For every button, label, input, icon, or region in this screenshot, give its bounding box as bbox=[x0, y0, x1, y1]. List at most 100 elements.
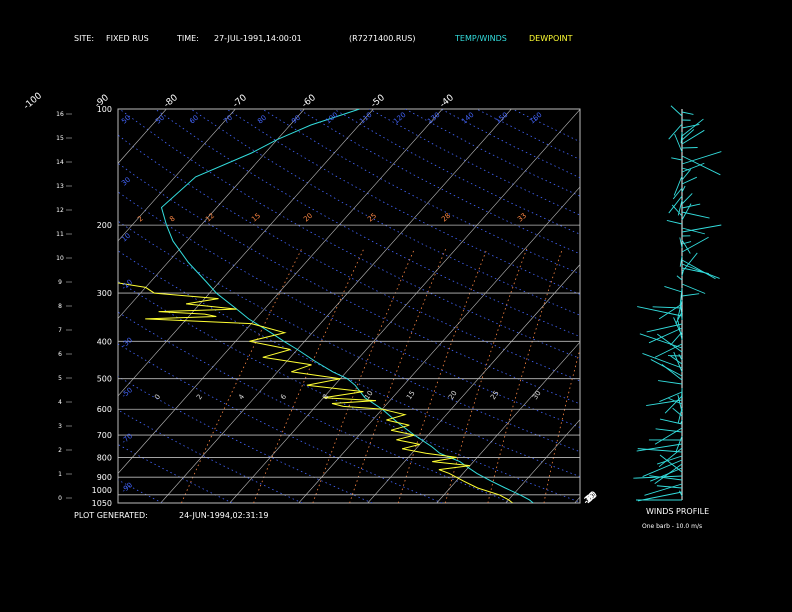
dry-adiabat-line bbox=[512, 109, 580, 143]
dry-adiabat-label: 80 bbox=[256, 114, 268, 126]
isotherm-line bbox=[118, 109, 443, 474]
dry-adiabat-label: 140 bbox=[460, 111, 475, 126]
isotherm-line bbox=[0, 109, 97, 503]
wind-barb bbox=[656, 485, 683, 489]
wind-barb bbox=[681, 293, 700, 297]
wind-barb bbox=[672, 187, 683, 200]
wind-profile-panel bbox=[633, 105, 722, 502]
isotherm-line bbox=[436, 341, 580, 503]
wind-barb bbox=[681, 259, 716, 280]
wind-barb bbox=[649, 475, 683, 481]
wind-barb bbox=[670, 331, 683, 346]
wind-barb bbox=[681, 267, 709, 275]
isotherm-label-top: -50 bbox=[369, 93, 387, 110]
wind-barb bbox=[681, 162, 705, 173]
wind-barb bbox=[681, 224, 722, 233]
wind-barb bbox=[681, 270, 684, 277]
plot-generated-label: PLOT GENERATED: bbox=[74, 511, 148, 520]
wind-barb bbox=[659, 418, 683, 425]
wind-barb bbox=[674, 133, 683, 153]
mixing-ratio-line bbox=[397, 248, 488, 503]
legend-temp-winds: TEMP/WINDS bbox=[455, 34, 507, 43]
wind-barb bbox=[637, 306, 683, 317]
moist-adiabat-label: 4 bbox=[237, 392, 246, 401]
height-tick-label: 7 bbox=[58, 327, 62, 334]
pressure-tick-label: 600 bbox=[97, 405, 112, 414]
legend-dewpoint: DEWPOINT bbox=[529, 34, 573, 43]
dry-adiabat-line bbox=[118, 191, 580, 428]
dry-adiabat-line bbox=[118, 443, 233, 503]
height-tick-label: 13 bbox=[56, 183, 64, 190]
wind-barb bbox=[668, 123, 683, 140]
wind-barb bbox=[664, 285, 683, 293]
wind-barb bbox=[681, 185, 686, 193]
dry-adiabat-label: 100 bbox=[324, 111, 339, 126]
wind-barb bbox=[679, 237, 683, 249]
isobar-lines bbox=[118, 224, 580, 496]
dry-adiabat-line bbox=[154, 109, 580, 338]
wind-barb bbox=[681, 193, 693, 205]
dry-adiabat-label-left: -90 bbox=[120, 481, 134, 494]
wind-barb bbox=[681, 151, 722, 165]
pressure-tick-label: 1050 bbox=[92, 499, 112, 508]
dry-adiabat-line bbox=[119, 109, 580, 359]
wind-barb bbox=[681, 203, 701, 209]
dry-adiabat-line bbox=[118, 479, 163, 503]
mixing-ratio-line bbox=[444, 248, 528, 503]
dry-adiabat-label-left: -30 bbox=[120, 336, 134, 349]
mixing-ratio-line bbox=[253, 248, 365, 503]
dry-adiabat-line bbox=[0, 109, 92, 503]
height-tick-label: 14 bbox=[56, 159, 64, 166]
isotherm-line bbox=[0, 109, 28, 503]
wind-barb bbox=[681, 111, 694, 115]
dry-adiabat-line bbox=[118, 250, 580, 478]
dry-adiabat-line bbox=[369, 109, 580, 216]
wind-barb bbox=[679, 490, 683, 497]
wind-barb bbox=[673, 351, 683, 373]
wind-barb bbox=[681, 211, 710, 219]
isotherm-lines bbox=[0, 109, 580, 503]
dry-adiabat-label: 110 bbox=[358, 111, 373, 126]
height-tick-label: 0 bbox=[58, 495, 62, 502]
mixing-ratio-line bbox=[181, 248, 303, 503]
wind-barb bbox=[680, 131, 683, 144]
wind-barb bbox=[659, 454, 683, 473]
wind-barb bbox=[681, 129, 695, 141]
wind-barb bbox=[681, 129, 705, 145]
dry-adiabat-label-left: -10 bbox=[120, 278, 134, 291]
height-tick-label: 6 bbox=[58, 351, 62, 358]
dry-adiabat-lines bbox=[0, 109, 580, 503]
moist-adiabat-label: 0 bbox=[153, 393, 162, 401]
moist-adiabat-label: 30 bbox=[531, 389, 543, 401]
isotherm-line bbox=[118, 109, 374, 397]
wind-barb bbox=[656, 455, 683, 465]
wind-barb bbox=[644, 483, 683, 496]
wind-barb bbox=[659, 391, 683, 402]
wind-barb bbox=[661, 364, 683, 381]
site-value: FIXED RUS bbox=[106, 34, 149, 43]
sounding-series bbox=[118, 109, 534, 503]
pressure-tick-label: 300 bbox=[97, 289, 112, 298]
isotherm-label-top: -80 bbox=[162, 93, 180, 110]
wind-barb bbox=[681, 123, 700, 129]
wind-barb bbox=[666, 220, 683, 225]
isotherm-line bbox=[367, 264, 580, 503]
dry-adiabat-label: 130 bbox=[426, 111, 441, 126]
pressure-tick-label: 800 bbox=[97, 453, 112, 462]
wind-barb bbox=[681, 241, 692, 245]
wind-barb bbox=[681, 239, 691, 254]
wind-barb bbox=[664, 395, 683, 414]
isotherm-line bbox=[298, 186, 580, 503]
height-tick-label: 1 bbox=[58, 471, 62, 478]
wind-barb bbox=[681, 176, 698, 185]
wind-barb bbox=[671, 157, 683, 161]
height-tick-label: 5 bbox=[58, 375, 62, 382]
mixing-ratio-label: 8 bbox=[168, 215, 177, 224]
wind-barb bbox=[681, 155, 721, 176]
height-tick-label: 9 bbox=[58, 279, 62, 286]
isotherm-label-top: -40 bbox=[438, 93, 456, 110]
height-tick-label: 2 bbox=[58, 447, 62, 454]
wind-barb-note: One barb - 10.0 m/s bbox=[642, 523, 703, 530]
mixing-ratio-line bbox=[487, 248, 563, 503]
